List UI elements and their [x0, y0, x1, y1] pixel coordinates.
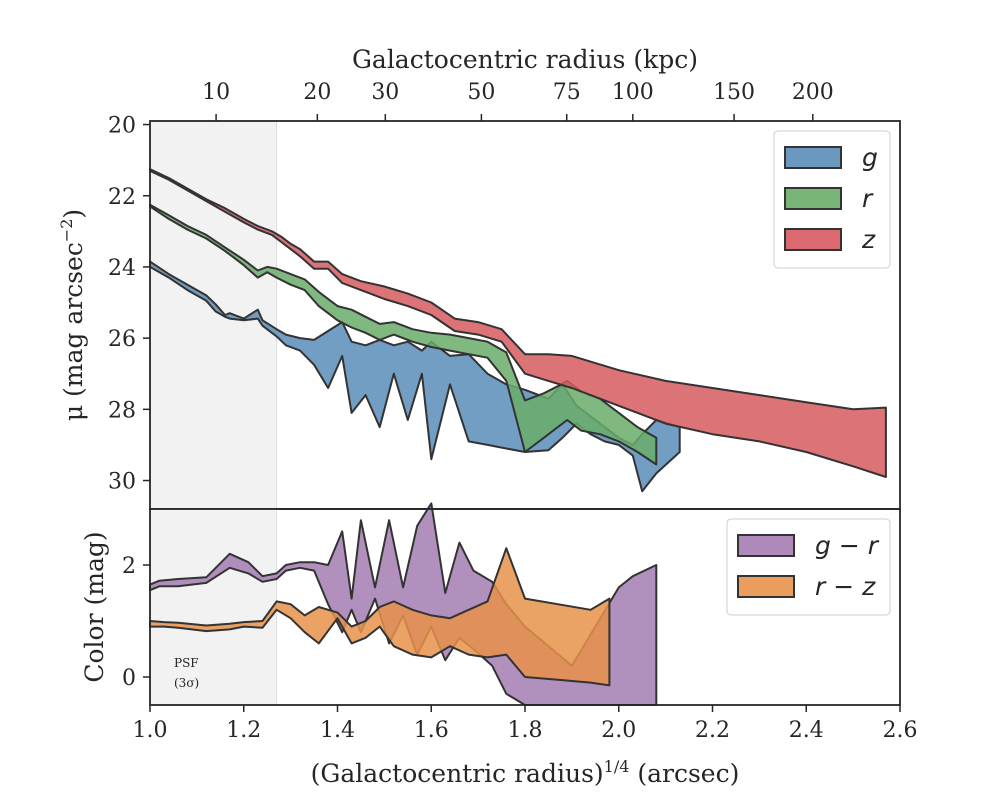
color-legend-label: r − z: [815, 572, 876, 601]
color-y-tick-label: 0: [122, 666, 136, 691]
main-legend-label: r: [862, 184, 874, 213]
top-tick-label: 50: [467, 80, 495, 105]
main-legend-label: g: [862, 143, 878, 172]
x-axis-label-unit: [629, 759, 637, 788]
x-tick-label: 2.4: [789, 718, 824, 743]
band-r: [149, 203, 658, 466]
top-axis-label: Galactocentric radius (kpc): [352, 45, 698, 74]
psf-shaded-region-color: [150, 509, 277, 705]
y-tick-label: 24: [108, 256, 136, 281]
top-tick-label: 200: [792, 80, 834, 105]
color-frame: [149, 508, 901, 706]
surface-brightness-legend: grz: [773, 130, 891, 269]
top-tick-label: 75: [553, 80, 581, 105]
main-legend-swatch: [784, 187, 842, 210]
y-tick-label: 28: [108, 398, 136, 423]
color-y-axis-ticks: 02: [122, 554, 150, 691]
main-legend-swatch: [784, 146, 842, 169]
y-tick-label: 22: [108, 185, 136, 210]
color-legend-swatch: [737, 534, 795, 557]
surface-brightness-bands: [149, 168, 887, 493]
psf-annotation-sigma: (3σ): [174, 676, 199, 690]
psf-annotation: PSF: [174, 656, 199, 670]
color-panel: 02 1.0 1.2 1.4 1.6 1.8 2.0 2.2 2.4 2.6 PSF (3σ) …: [80, 502, 918, 788]
x-axis-label-text: (Galactocentric radius): [311, 759, 604, 788]
x-tick-label: 2.6: [883, 718, 918, 743]
y-axis-ticks: 20 22 24 26 28 30: [108, 114, 150, 495]
y-tick-label: 26: [108, 327, 136, 352]
x-tick-label: 2.0: [601, 718, 636, 743]
color-legend-swatch: [737, 575, 795, 598]
main-legend-label: z: [861, 225, 876, 254]
top-tick-label: 10: [202, 80, 230, 105]
x-tick-label: 2.2: [695, 718, 730, 743]
color-legend: g − r r − z: [726, 518, 891, 616]
y-axis-label-exponent: −2: [57, 219, 76, 243]
top-tick-label: 150: [713, 80, 755, 105]
band-z: [149, 168, 887, 478]
x-tick-label: 1.4: [320, 718, 355, 743]
top-tick-label: 30: [371, 80, 399, 105]
y-axis-label-close: ): [59, 209, 88, 219]
x-axis-label-exponent: 1/4: [604, 757, 630, 776]
top-axis-ticks: 10 20 30 50 75 100 150 200: [202, 80, 834, 121]
band-color-r-z: [149, 547, 611, 687]
x-tick-label: 1.6: [414, 718, 449, 743]
color-y-tick-label: 2: [122, 554, 136, 579]
surface-brightness-panel: 20 22 24 26 28 30 10 20 30 50 75 100 150 200 Galacto…: [57, 45, 901, 510]
top-tick-label: 100: [612, 80, 654, 105]
color-y-axis-label: Color (mag): [80, 531, 109, 682]
color-legend-label: g − r: [815, 531, 880, 560]
x-tick-label: 1.2: [226, 718, 261, 743]
y-tick-label: 20: [108, 114, 136, 139]
x-axis-label-arcsec: (arcsec): [637, 759, 739, 788]
y-tick-label: 30: [108, 470, 136, 495]
y-axis-label: μ (mag arcsec−2): [57, 209, 88, 421]
x-axis-label: (Galactocentric radius)1/4 (arcsec): [311, 757, 740, 788]
x-axis-ticks: 1.0 1.2 1.4 1.6 1.8 2.0 2.2 2.4 2.6: [133, 705, 918, 743]
x-tick-label: 1.8: [508, 718, 543, 743]
x-tick-label: 1.0: [133, 718, 168, 743]
main-legend-swatch: [784, 228, 842, 251]
y-axis-label-text: μ (mag arcsec: [59, 242, 88, 421]
top-tick-label: 20: [303, 80, 331, 105]
